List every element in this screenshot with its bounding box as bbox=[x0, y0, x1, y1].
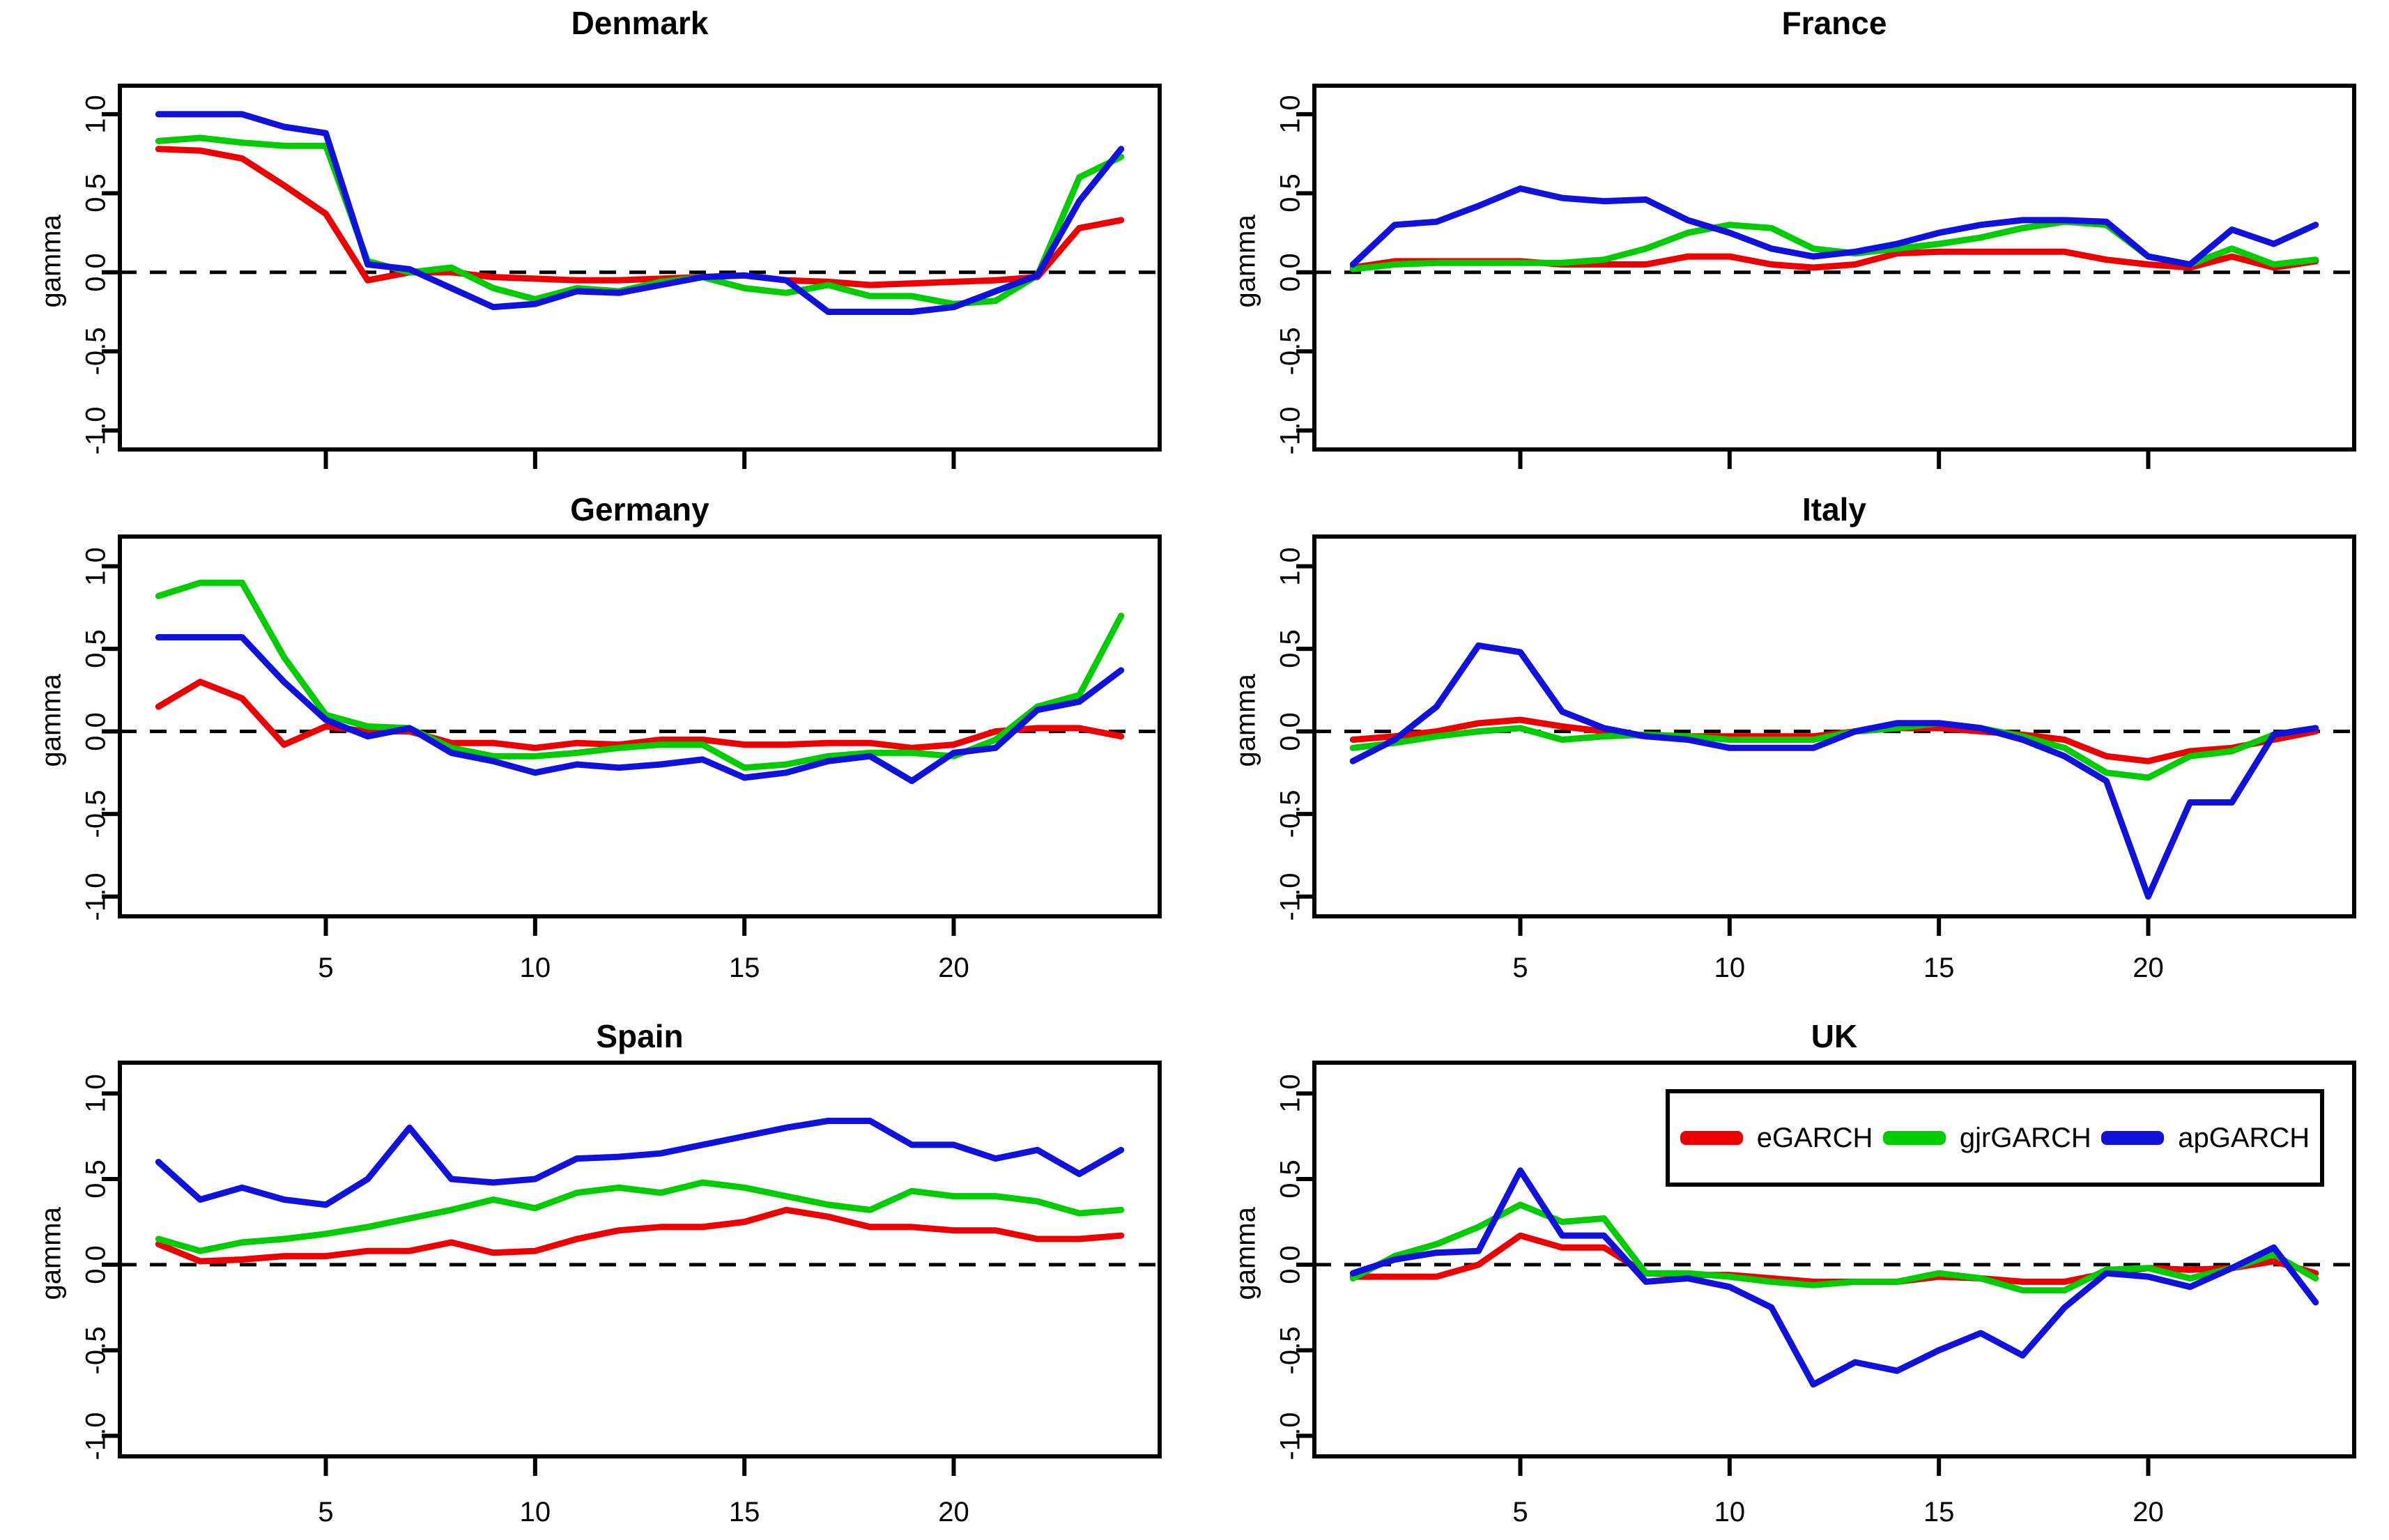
y-tick-label: -0.5 bbox=[80, 790, 112, 838]
x-tick-label: 20 bbox=[2133, 1497, 2164, 1527]
series-line-gjrgarch bbox=[1349, 1201, 2319, 1294]
panel-title: Germany bbox=[570, 491, 709, 528]
x-tick-label: 5 bbox=[1512, 1497, 1528, 1527]
legend-label: eGARCH bbox=[1756, 1122, 1873, 1153]
y-tick-label: -1.0 bbox=[1275, 406, 1306, 455]
y-tick-label: 0.5 bbox=[80, 174, 112, 213]
y-tick-label: -1.0 bbox=[80, 872, 112, 921]
legend-entry-apgarch: apGARCH bbox=[2101, 1123, 2310, 1154]
panel-spain: Spain gamma 1.0 0.5 0.0 -0.5 -1.0 5 10 15 20 bbox=[0, 1003, 1194, 1540]
y-axis-label: gamma bbox=[1230, 1206, 1261, 1300]
y-tick-label: 1.0 bbox=[1275, 1074, 1306, 1114]
series-line-egarch bbox=[155, 679, 1125, 751]
series-line-gjrgarch bbox=[155, 1179, 1125, 1254]
gjrgarch-line-swatch-icon bbox=[1882, 1131, 1946, 1145]
x-tick-label: 15 bbox=[1923, 1497, 1955, 1527]
series-line-gjrgarch bbox=[1349, 720, 2319, 781]
plot-area bbox=[102, 1061, 1162, 1476]
y-axis-label: gamma bbox=[1230, 215, 1261, 308]
y-tick-label: 0.0 bbox=[80, 711, 112, 751]
y-tick-label: 1.0 bbox=[1275, 546, 1306, 586]
x-tick-label: 15 bbox=[728, 1497, 760, 1527]
y-tick-label: 1.0 bbox=[80, 1074, 112, 1114]
y-tick-label: -0.5 bbox=[1275, 1326, 1306, 1375]
y-tick-label: 0.5 bbox=[80, 629, 112, 668]
panel-title: UK bbox=[1811, 1018, 1858, 1054]
plot-box bbox=[118, 1061, 1162, 1458]
y-tick-label: 0.5 bbox=[1275, 629, 1306, 668]
x-tick-label: 10 bbox=[1714, 1497, 1746, 1527]
x-tick-label: 5 bbox=[318, 1497, 334, 1527]
x-tick-label: 20 bbox=[2133, 953, 2164, 983]
y-tick-label: -0.5 bbox=[1275, 790, 1306, 838]
plot-area bbox=[1296, 534, 2356, 936]
x-tick-label: 5 bbox=[1512, 953, 1528, 983]
y-tick-label: -0.5 bbox=[80, 327, 112, 376]
y-tick-label: 1.0 bbox=[1275, 95, 1306, 134]
y-tick-label: -1.0 bbox=[80, 1412, 112, 1460]
legend-label: apGARCH bbox=[2178, 1122, 2310, 1153]
y-tick-label: 0.0 bbox=[80, 252, 112, 292]
series-line-apgarch bbox=[155, 111, 1125, 315]
series-line-apgarch bbox=[155, 634, 1125, 785]
series-line-apgarch bbox=[155, 1118, 1125, 1208]
x-tick-label: 10 bbox=[1714, 953, 1746, 983]
plot-area bbox=[102, 84, 1162, 469]
panel-denmark: Denmark gamma 1.0 0.5 0.0 -0.5 -1.0 bbox=[0, 0, 1194, 488]
panel-france: France gamma 1.0 0.5 0.0 -0.5 -1.0 bbox=[1194, 0, 2389, 488]
apgarch-line-swatch-icon bbox=[2101, 1131, 2165, 1145]
legend-entry-egarch: eGARCH bbox=[1680, 1123, 1873, 1154]
plot-box bbox=[1312, 1061, 2356, 1458]
plot-area bbox=[102, 534, 1162, 936]
y-tick-label: -0.5 bbox=[80, 1326, 112, 1375]
panel-uk: UK gamma eGARCH gjrGARCH apGARCH 1.0 0.5 0… bbox=[1194, 1003, 2389, 1540]
x-tick-label: 5 bbox=[318, 953, 334, 983]
x-tick-label: 15 bbox=[1923, 953, 1955, 983]
panel-italy: Italy gamma 1.0 0.5 0.0 -0.5 -1.0 5 10 15 20 bbox=[1194, 488, 2389, 1003]
y-tick-label: 0.5 bbox=[1275, 1160, 1306, 1199]
series-line-egarch bbox=[155, 146, 1125, 288]
x-tick-label: 10 bbox=[519, 1497, 551, 1527]
legend: eGARCH gjrGARCH apGARCH bbox=[1666, 1089, 2324, 1187]
panel-title: Italy bbox=[1802, 491, 1867, 528]
plot-area bbox=[1296, 84, 2356, 469]
x-tick-label: 20 bbox=[938, 953, 969, 983]
series-line-apgarch bbox=[1349, 642, 2319, 900]
y-tick-label: 1.0 bbox=[80, 546, 112, 586]
y-tick-label: -0.5 bbox=[1275, 327, 1306, 376]
y-axis-label: gamma bbox=[36, 673, 67, 767]
y-tick-label: 0.5 bbox=[1275, 174, 1306, 213]
x-tick-label: 15 bbox=[728, 953, 760, 983]
panel-title: Spain bbox=[596, 1018, 684, 1054]
y-tick-label: 0.5 bbox=[80, 1160, 112, 1199]
plot-box bbox=[118, 84, 1162, 452]
series-line-apgarch bbox=[1349, 185, 2319, 268]
y-tick-label: -1.0 bbox=[1275, 1412, 1306, 1460]
y-tick-label: 0.0 bbox=[1275, 711, 1306, 751]
legend-label: gjrGARCH bbox=[1959, 1122, 2091, 1153]
x-tick-label: 10 bbox=[519, 953, 551, 983]
y-axis-label: gamma bbox=[36, 1206, 67, 1300]
y-tick-label: 0.0 bbox=[1275, 252, 1306, 292]
plot-box bbox=[1312, 534, 2356, 918]
panel-germany: Germany gamma 1.0 0.5 0.0 -0.5 -1.0 5 10 15 20 bbox=[0, 488, 1194, 1003]
y-tick-label: 0.0 bbox=[1275, 1245, 1306, 1284]
y-tick-label: -1.0 bbox=[1275, 872, 1306, 921]
series-line-egarch bbox=[155, 1206, 1125, 1265]
series-line-apgarch bbox=[1349, 1167, 2319, 1388]
plot-box bbox=[118, 534, 1162, 918]
legend-entry-gjrgarch: gjrGARCH bbox=[1882, 1122, 2091, 1154]
x-tick-label: 20 bbox=[938, 1497, 969, 1527]
y-tick-label: -1.0 bbox=[80, 406, 112, 455]
y-axis-label: gamma bbox=[1230, 673, 1261, 767]
panel-title: Denmark bbox=[571, 5, 709, 41]
y-tick-label: 1.0 bbox=[80, 95, 112, 134]
egarch-line-swatch-icon bbox=[1680, 1131, 1743, 1145]
plot-box bbox=[1312, 84, 2356, 452]
y-tick-label: 0.0 bbox=[80, 1245, 112, 1284]
plot-area bbox=[1296, 1061, 2356, 1476]
y-axis-label: gamma bbox=[36, 215, 67, 308]
panel-title: France bbox=[1781, 5, 1887, 41]
